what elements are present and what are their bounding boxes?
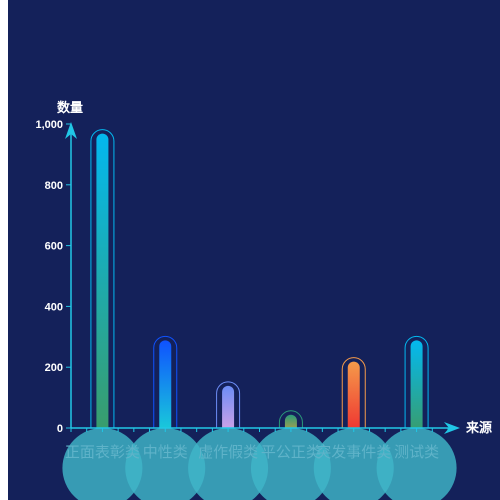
bar-outline xyxy=(404,335,429,428)
bar-outline xyxy=(153,335,178,428)
y-tick-label: 1,000 xyxy=(35,119,63,131)
y-tick-label: 600 xyxy=(45,241,63,253)
y-axis-title: 数量 xyxy=(57,100,83,115)
y-tick-label: 0 xyxy=(57,423,63,435)
y-tick-label: 800 xyxy=(45,180,63,192)
bar-outline xyxy=(90,129,115,428)
category-circle xyxy=(313,428,394,500)
bar[interactable] xyxy=(284,414,297,434)
category-circle xyxy=(125,428,206,500)
x-category-label: 正面表彰类 xyxy=(65,443,140,461)
bar-outline xyxy=(341,357,366,428)
bar-outline xyxy=(278,410,303,428)
x-category-label: 测试类 xyxy=(394,444,439,461)
x-category-label: 突发事件类 xyxy=(316,444,391,461)
y-axis-arrow xyxy=(65,122,77,139)
x-category-label: 平公正类 xyxy=(261,444,321,461)
x-category-label: 中性类 xyxy=(143,444,188,461)
bar[interactable] xyxy=(159,340,172,434)
bar-outline xyxy=(216,381,241,428)
category-circle xyxy=(376,428,457,500)
bar[interactable] xyxy=(222,385,235,434)
category-circle xyxy=(250,428,331,500)
bar[interactable] xyxy=(347,361,360,434)
x-axis-title: 来源 xyxy=(465,420,492,435)
y-tick-label: 400 xyxy=(45,301,63,313)
category-circle xyxy=(188,428,269,500)
y-tick-label: 200 xyxy=(45,362,63,374)
category-circle xyxy=(62,428,143,500)
bar[interactable] xyxy=(410,340,423,434)
x-category-label: 虚作假类 xyxy=(198,444,258,461)
bar[interactable] xyxy=(96,133,109,434)
